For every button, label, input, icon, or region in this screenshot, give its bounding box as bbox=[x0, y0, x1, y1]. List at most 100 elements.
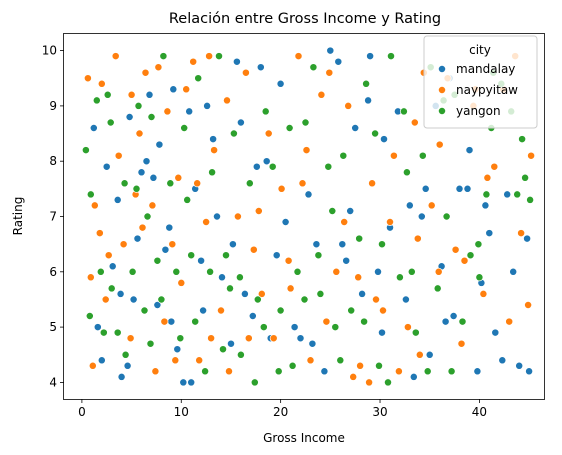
data-point-yangon bbox=[250, 378, 259, 387]
data-point-yangon bbox=[395, 273, 404, 282]
data-point-mandalay bbox=[405, 201, 414, 210]
data-point-naypyitaw bbox=[389, 151, 398, 160]
data-point-mandalay bbox=[117, 372, 126, 381]
data-point-naypyitaw bbox=[83, 74, 92, 83]
data-point-naypyitaw bbox=[332, 267, 341, 276]
data-point-naypyitaw bbox=[413, 234, 422, 243]
data-point-mandalay bbox=[364, 96, 373, 105]
data-point-yangon bbox=[86, 190, 95, 199]
data-point-mandalay bbox=[425, 350, 434, 359]
data-point-naypyitaw bbox=[223, 96, 231, 105]
data-point-naypyitaw bbox=[241, 68, 250, 77]
data-point-yangon bbox=[387, 52, 395, 61]
data-point-mandalay bbox=[473, 367, 482, 376]
data-point-mandalay bbox=[108, 262, 117, 271]
data-point-mandalay bbox=[169, 85, 178, 94]
data-point-yangon bbox=[259, 323, 268, 332]
y-tick-label: 7 bbox=[49, 210, 57, 224]
data-point-mandalay bbox=[232, 57, 241, 66]
data-point-yangon bbox=[521, 173, 530, 182]
data-point-yangon bbox=[219, 345, 227, 354]
data-point-yangon bbox=[433, 284, 442, 293]
data-point-naypyitaw bbox=[168, 240, 177, 249]
data-point-yangon bbox=[191, 317, 200, 326]
data-point-yangon bbox=[268, 162, 277, 171]
data-point-naypyitaw bbox=[517, 229, 526, 238]
y-tick-label: 5 bbox=[49, 320, 57, 334]
data-point-yangon bbox=[153, 256, 162, 265]
data-point-mandalay bbox=[485, 229, 494, 238]
legend-label-naypyitaw: naypyitaw bbox=[456, 83, 518, 97]
data-point-mandalay bbox=[374, 267, 382, 276]
data-point-yangon bbox=[399, 107, 408, 116]
data-point-yangon bbox=[183, 195, 192, 204]
data-point-mandalay bbox=[491, 328, 500, 337]
data-point-yangon bbox=[518, 135, 527, 144]
data-point-yangon bbox=[324, 162, 333, 171]
data-point-naypyitaw bbox=[306, 356, 315, 365]
data-point-naypyitaw bbox=[101, 295, 110, 304]
data-point-yangon bbox=[371, 129, 380, 138]
data-point-mandalay bbox=[145, 90, 154, 99]
x-tick-label: 30 bbox=[372, 405, 387, 419]
data-point-naypyitaw bbox=[435, 140, 444, 149]
data-point-yangon bbox=[235, 273, 244, 282]
legend-marker-mandalay bbox=[438, 65, 446, 73]
data-point-yangon bbox=[140, 306, 149, 315]
data-point-yangon bbox=[288, 361, 297, 370]
data-point-mandalay bbox=[481, 201, 490, 210]
data-point-yangon bbox=[81, 146, 90, 155]
data-point-mandalay bbox=[334, 57, 343, 66]
data-point-naypyitaw bbox=[264, 129, 273, 138]
data-point-naypyitaw bbox=[86, 273, 95, 282]
data-point-yangon bbox=[314, 251, 323, 260]
data-point-naypyitaw bbox=[233, 212, 242, 221]
data-point-mandalay bbox=[93, 323, 102, 332]
data-point-naypyitaw bbox=[127, 90, 136, 99]
data-point-mandalay bbox=[351, 124, 360, 132]
data-point-yangon bbox=[180, 124, 189, 132]
data-point-naypyitaw bbox=[490, 162, 499, 171]
data-point-naypyitaw bbox=[368, 179, 377, 188]
data-point-yangon bbox=[206, 267, 215, 276]
data-point-yangon bbox=[128, 267, 137, 276]
data-point-naypyitaw bbox=[427, 201, 436, 210]
data-point-mandalay bbox=[346, 207, 355, 215]
data-point-mandalay bbox=[213, 212, 221, 221]
data-point-mandalay bbox=[281, 218, 290, 226]
data-point-mandalay bbox=[326, 46, 335, 55]
data-point-naypyitaw bbox=[207, 334, 216, 343]
data-point-mandalay bbox=[320, 367, 329, 376]
data-point-mandalay bbox=[236, 118, 245, 127]
data-point-mandalay bbox=[129, 295, 138, 304]
data-point-mandalay bbox=[155, 140, 164, 149]
data-point-yangon bbox=[261, 107, 270, 116]
data-point-yangon bbox=[253, 295, 262, 304]
data-point-naypyitaw bbox=[386, 218, 394, 226]
data-point-naypyitaw bbox=[317, 90, 326, 99]
data-point-naypyitaw bbox=[126, 334, 135, 343]
data-point-mandalay bbox=[455, 184, 464, 193]
y-tick-label: 10 bbox=[42, 44, 57, 58]
legend-items: mandalay naypyitaw yangon bbox=[438, 62, 518, 118]
data-point-naypyitaw bbox=[249, 245, 258, 254]
data-point-naypyitaw bbox=[483, 173, 492, 182]
data-point-mandalay bbox=[209, 135, 218, 144]
data-point-yangon bbox=[526, 195, 535, 204]
legend-box bbox=[423, 35, 538, 129]
data-point-yangon bbox=[331, 323, 340, 332]
data-point-yangon bbox=[99, 328, 108, 337]
data-point-naypyitaw bbox=[325, 68, 334, 77]
data-point-yangon bbox=[201, 367, 210, 376]
data-point-naypyitaw bbox=[111, 52, 120, 61]
data-point-naypyitaw bbox=[193, 179, 202, 188]
data-point-naypyitaw bbox=[379, 306, 387, 315]
data-point-mandalay bbox=[199, 306, 208, 315]
data-point-naypyitaw bbox=[141, 68, 150, 77]
data-point-mandalay bbox=[380, 135, 388, 144]
data-point-yangon bbox=[360, 317, 369, 326]
x-tick-label: 40 bbox=[472, 405, 487, 419]
data-point-yangon bbox=[402, 168, 411, 177]
data-point-yangon bbox=[107, 284, 116, 293]
data-point-mandalay bbox=[149, 173, 158, 182]
